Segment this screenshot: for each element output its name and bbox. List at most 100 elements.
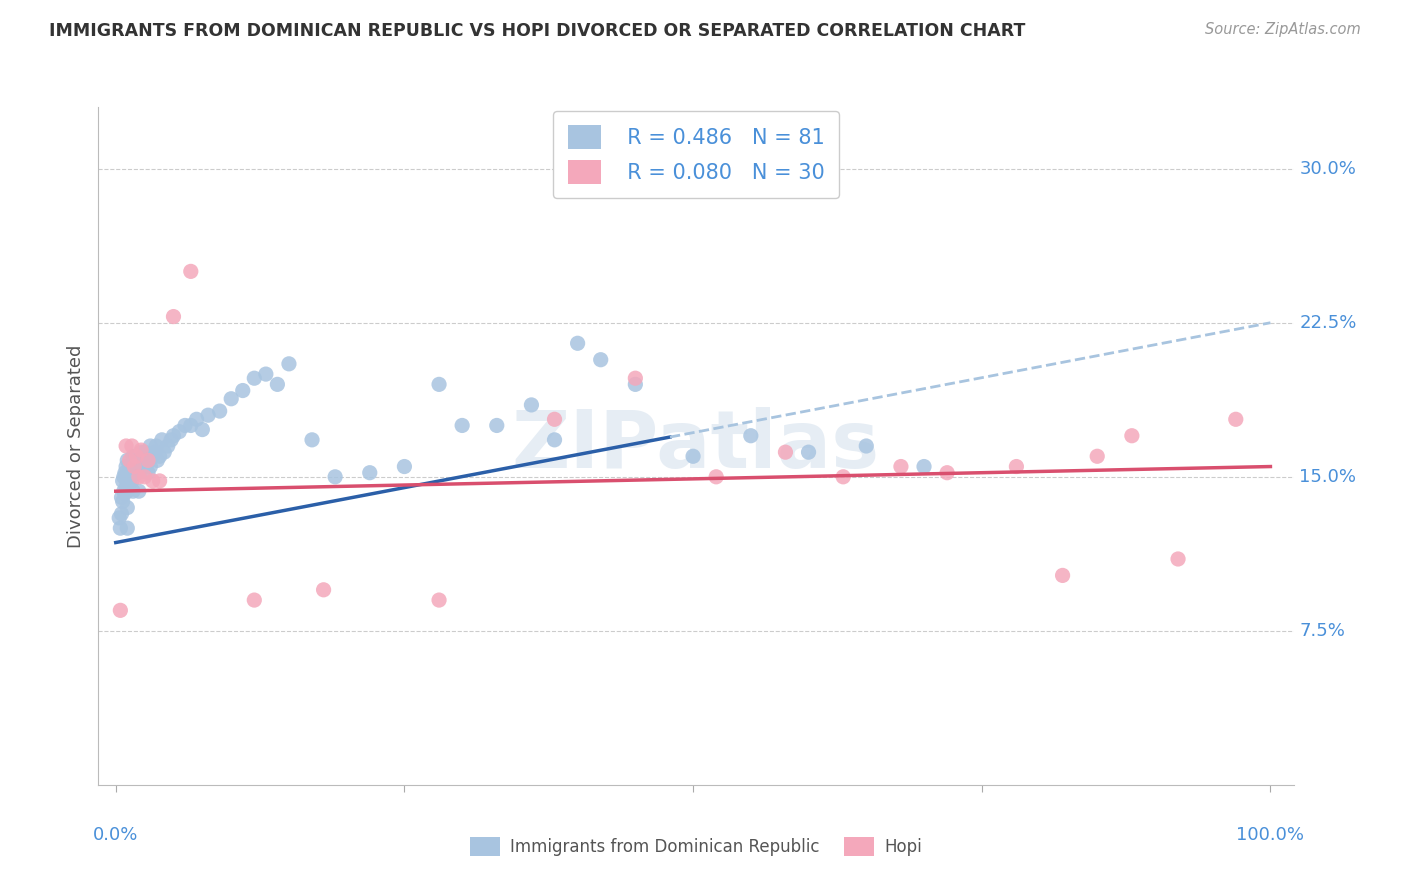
Point <box>122 450 145 464</box>
Point <box>682 450 704 464</box>
Text: 0.0%: 0.0% <box>93 826 138 844</box>
Point <box>112 484 135 499</box>
Point <box>243 371 266 385</box>
Point <box>139 439 162 453</box>
Point <box>301 433 323 447</box>
Point <box>117 470 139 484</box>
Point <box>451 418 474 433</box>
Point <box>704 470 727 484</box>
Point <box>136 453 159 467</box>
Point <box>180 264 202 278</box>
Point <box>114 466 136 480</box>
Point <box>118 459 141 474</box>
Point <box>134 445 156 459</box>
Point <box>156 439 179 453</box>
Point <box>115 439 138 453</box>
Point <box>115 459 138 474</box>
Point <box>118 474 141 488</box>
Y-axis label: Divorced or Separated: Divorced or Separated <box>66 344 84 548</box>
Point <box>121 474 143 488</box>
Text: ZIPatlas: ZIPatlas <box>512 407 880 485</box>
Point <box>117 500 139 515</box>
Point <box>567 336 589 351</box>
Point <box>174 418 197 433</box>
Point <box>111 494 134 508</box>
Text: IMMIGRANTS FROM DOMINICAN REPUBLIC VS HOPI DIVORCED OR SEPARATED CORRELATION CHA: IMMIGRANTS FROM DOMINICAN REPUBLIC VS HO… <box>49 22 1025 40</box>
Point <box>125 450 148 464</box>
Point <box>118 453 141 467</box>
Point <box>520 398 543 412</box>
Point <box>191 423 214 437</box>
Text: 7.5%: 7.5% <box>1299 622 1346 640</box>
Point <box>111 474 134 488</box>
Point <box>132 453 155 467</box>
Point <box>167 425 190 439</box>
Point <box>135 453 157 467</box>
Point <box>150 433 173 447</box>
Point <box>180 418 202 433</box>
Point <box>127 459 149 474</box>
Point <box>278 357 301 371</box>
Point <box>1005 459 1028 474</box>
Point <box>108 511 131 525</box>
Point <box>110 521 132 535</box>
Legend: Immigrants from Dominican Republic, Hopi: Immigrants from Dominican Republic, Hopi <box>461 829 931 864</box>
Point <box>890 459 912 474</box>
Point <box>149 450 172 464</box>
Point <box>128 484 150 499</box>
Text: 22.5%: 22.5% <box>1299 314 1357 332</box>
Point <box>110 507 132 521</box>
Point <box>1121 428 1143 442</box>
Point <box>266 377 288 392</box>
Point <box>124 464 146 478</box>
Point <box>912 459 935 474</box>
Point <box>117 453 139 467</box>
Point <box>128 466 150 480</box>
Point <box>1225 412 1247 426</box>
Point <box>394 459 416 474</box>
Point <box>254 367 277 381</box>
Point <box>589 352 612 367</box>
Point <box>232 384 254 398</box>
Text: 30.0%: 30.0% <box>1299 160 1357 178</box>
Point <box>323 470 346 484</box>
Point <box>186 412 208 426</box>
Point <box>143 445 166 459</box>
Point <box>129 443 152 458</box>
Point <box>110 491 132 505</box>
Point <box>112 470 135 484</box>
Point <box>136 466 159 480</box>
Point <box>131 459 153 474</box>
Point <box>1167 552 1189 566</box>
Point <box>142 474 165 488</box>
Point <box>1052 568 1074 582</box>
Point <box>128 450 150 464</box>
Point <box>125 450 148 464</box>
Point <box>122 459 145 474</box>
Point <box>120 466 142 480</box>
Point <box>121 439 143 453</box>
Point <box>146 453 169 467</box>
Point <box>122 484 145 499</box>
Point <box>149 474 172 488</box>
Point <box>122 466 145 480</box>
Point <box>135 459 157 474</box>
Point <box>128 470 150 484</box>
Point <box>359 466 381 480</box>
Point <box>117 521 139 535</box>
Point <box>115 480 138 494</box>
Point <box>142 450 165 464</box>
Point <box>832 470 855 484</box>
Point <box>145 439 167 453</box>
Point <box>1085 450 1108 464</box>
Point <box>160 433 183 447</box>
Point <box>114 486 136 500</box>
Point <box>543 433 565 447</box>
Point <box>740 428 762 442</box>
Point <box>110 603 132 617</box>
Point <box>125 466 148 480</box>
Point <box>197 408 219 422</box>
Point <box>122 453 145 467</box>
Point <box>139 459 162 474</box>
Point <box>775 445 797 459</box>
